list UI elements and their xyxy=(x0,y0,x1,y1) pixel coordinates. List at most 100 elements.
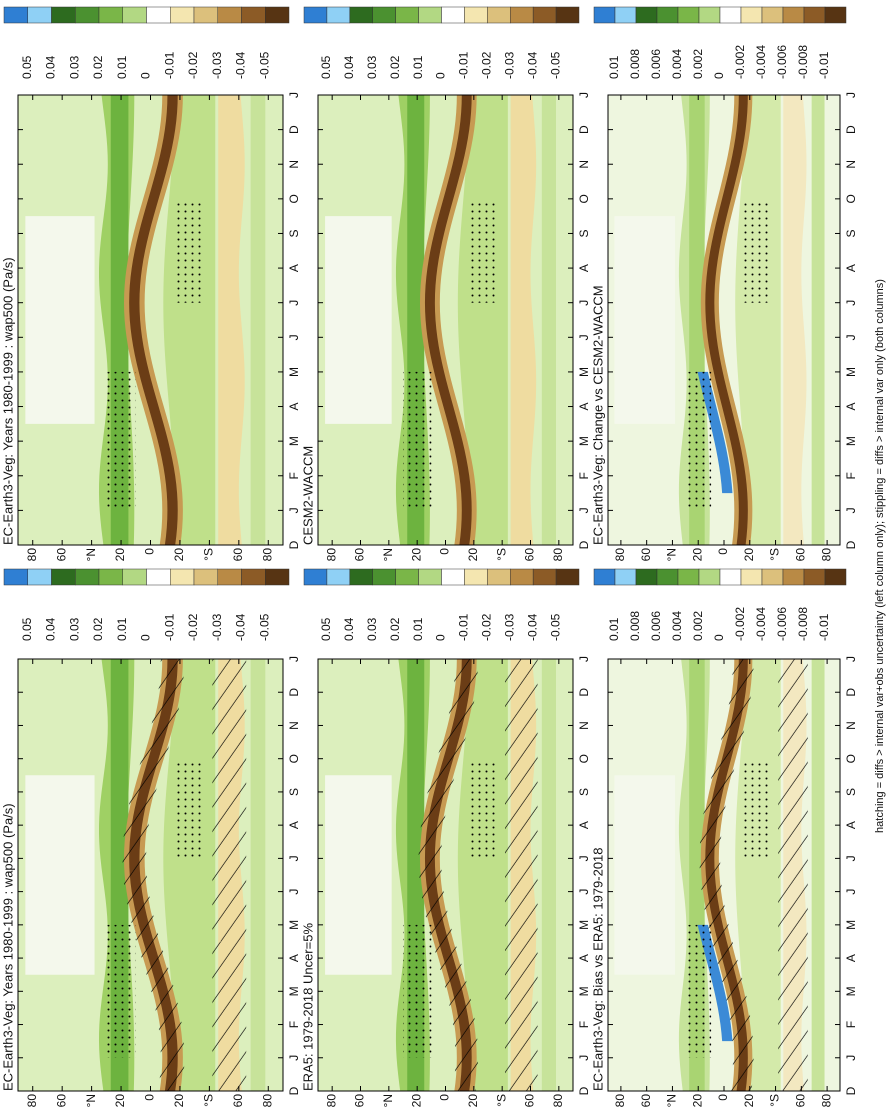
lat-label: 60 xyxy=(54,548,68,562)
month-label: J xyxy=(577,300,591,306)
descent-band xyxy=(124,95,183,545)
panel-title: CESM2-WACCM xyxy=(300,446,315,545)
month-label: M xyxy=(287,367,301,377)
month-label: J xyxy=(287,334,301,340)
month-label: J xyxy=(844,855,858,861)
stippling xyxy=(743,758,770,859)
colorbar-label: -0.004 xyxy=(754,607,768,641)
month-label: J xyxy=(844,300,858,306)
calm-zone xyxy=(614,216,676,424)
lat-label: 0 xyxy=(716,548,730,555)
month-label: J xyxy=(844,1055,858,1061)
lat-label: 0 xyxy=(438,548,452,555)
colorbar-cell xyxy=(782,6,805,24)
lat-label: 0 xyxy=(143,1094,157,1101)
colorbar-label: 0 xyxy=(712,72,726,79)
month-label: J xyxy=(577,1055,591,1061)
colorbar-cell xyxy=(51,568,76,586)
lat-label: °N xyxy=(381,548,395,561)
lat-label: 20 xyxy=(742,548,756,562)
month-label: O xyxy=(844,194,858,203)
colorbar-label: 0.01 xyxy=(607,55,621,79)
panel-title: EC-Earth3-Veg: Bias vs ERA5: 1979-2018 xyxy=(590,847,605,1091)
green-band-polar xyxy=(250,659,266,1091)
green-band-polar xyxy=(811,95,825,545)
month-label: J xyxy=(577,656,591,662)
colorbar-label: -0.01 xyxy=(162,613,176,641)
colorbar-cell xyxy=(146,568,171,586)
colorbar-label: 0.04 xyxy=(44,617,58,641)
colorbar-cell xyxy=(51,6,76,24)
contour-field xyxy=(18,659,283,1091)
lat-label: °S xyxy=(494,1094,508,1107)
colorbar-label: 0.02 xyxy=(91,617,105,641)
month-label: D xyxy=(287,1086,301,1095)
lat-label: 60 xyxy=(353,548,367,562)
colorbar-cell xyxy=(782,568,805,586)
month-label: M xyxy=(577,920,591,930)
stippling xyxy=(743,198,770,303)
colorbar-cell xyxy=(395,568,419,586)
green-band-polar xyxy=(811,659,825,1091)
colorbar-cell xyxy=(3,568,28,586)
colorbar-label: -0.02 xyxy=(186,51,200,79)
contour-field xyxy=(608,659,840,1091)
colorbar-cell xyxy=(75,6,100,24)
stippling xyxy=(172,758,203,859)
month-label: D xyxy=(577,1086,591,1095)
colorbar-cell xyxy=(532,6,557,24)
month-label: M xyxy=(844,436,858,446)
lat-label: °N xyxy=(381,1094,395,1107)
colorbar-label: 0.01 xyxy=(115,55,129,79)
colorbar-label: 0.04 xyxy=(342,55,356,79)
colorbar-cell xyxy=(761,6,784,24)
hatching xyxy=(699,659,754,1091)
month-label: D xyxy=(844,1086,858,1095)
month-label: M xyxy=(287,920,301,930)
colorbar-cell xyxy=(677,6,700,24)
colorbar-cell xyxy=(146,6,171,24)
month-label: J xyxy=(287,889,301,895)
month-label: J xyxy=(577,507,591,513)
contour-field xyxy=(608,95,840,545)
colorbar-label: 0.03 xyxy=(365,55,379,79)
panel: EC-Earth3-Veg: Years 1980-1999 : wap500 … xyxy=(0,568,301,1108)
colorbar-cell xyxy=(803,568,826,586)
stippling xyxy=(685,371,712,511)
colorbar-cell xyxy=(635,6,658,24)
hatching xyxy=(778,659,808,1091)
colorbar-cell xyxy=(170,6,195,24)
panel: EC-Earth3-Veg: Years 1980-1999 : wap500 … xyxy=(0,6,301,562)
colorbar-cell xyxy=(614,568,637,586)
colorbar-label: 0.02 xyxy=(91,55,105,79)
month-label: J xyxy=(287,1055,301,1061)
colorbar-cell xyxy=(698,6,721,24)
month-label: O xyxy=(287,754,301,763)
colorbar-label: -0.006 xyxy=(775,45,789,79)
contour-field xyxy=(318,95,573,545)
lat-label: °N xyxy=(84,548,98,561)
month-label: J xyxy=(577,855,591,861)
colorbar-label: 0.01 xyxy=(607,617,621,641)
lat-label: °S xyxy=(494,548,508,561)
month-label: D xyxy=(577,125,591,134)
lat-label: 20 xyxy=(113,1094,127,1108)
calm-zone xyxy=(614,775,676,975)
month-label: A xyxy=(287,954,301,962)
month-label: M xyxy=(844,986,858,996)
colorbar-label: -0.002 xyxy=(733,45,747,79)
lat-label: 20 xyxy=(172,548,186,562)
month-label: A xyxy=(844,821,858,829)
month-label: O xyxy=(287,194,301,203)
stippling xyxy=(403,371,432,511)
month-label: D xyxy=(844,125,858,134)
colorbar-label: -0.05 xyxy=(548,51,562,79)
month-label: A xyxy=(844,403,858,411)
colorbar-label: 0.05 xyxy=(20,55,34,79)
month-label: J xyxy=(577,334,591,340)
stippling xyxy=(106,924,136,1058)
hatching xyxy=(418,659,479,1091)
descent-core xyxy=(424,95,472,545)
lat-label: 0 xyxy=(143,548,157,555)
